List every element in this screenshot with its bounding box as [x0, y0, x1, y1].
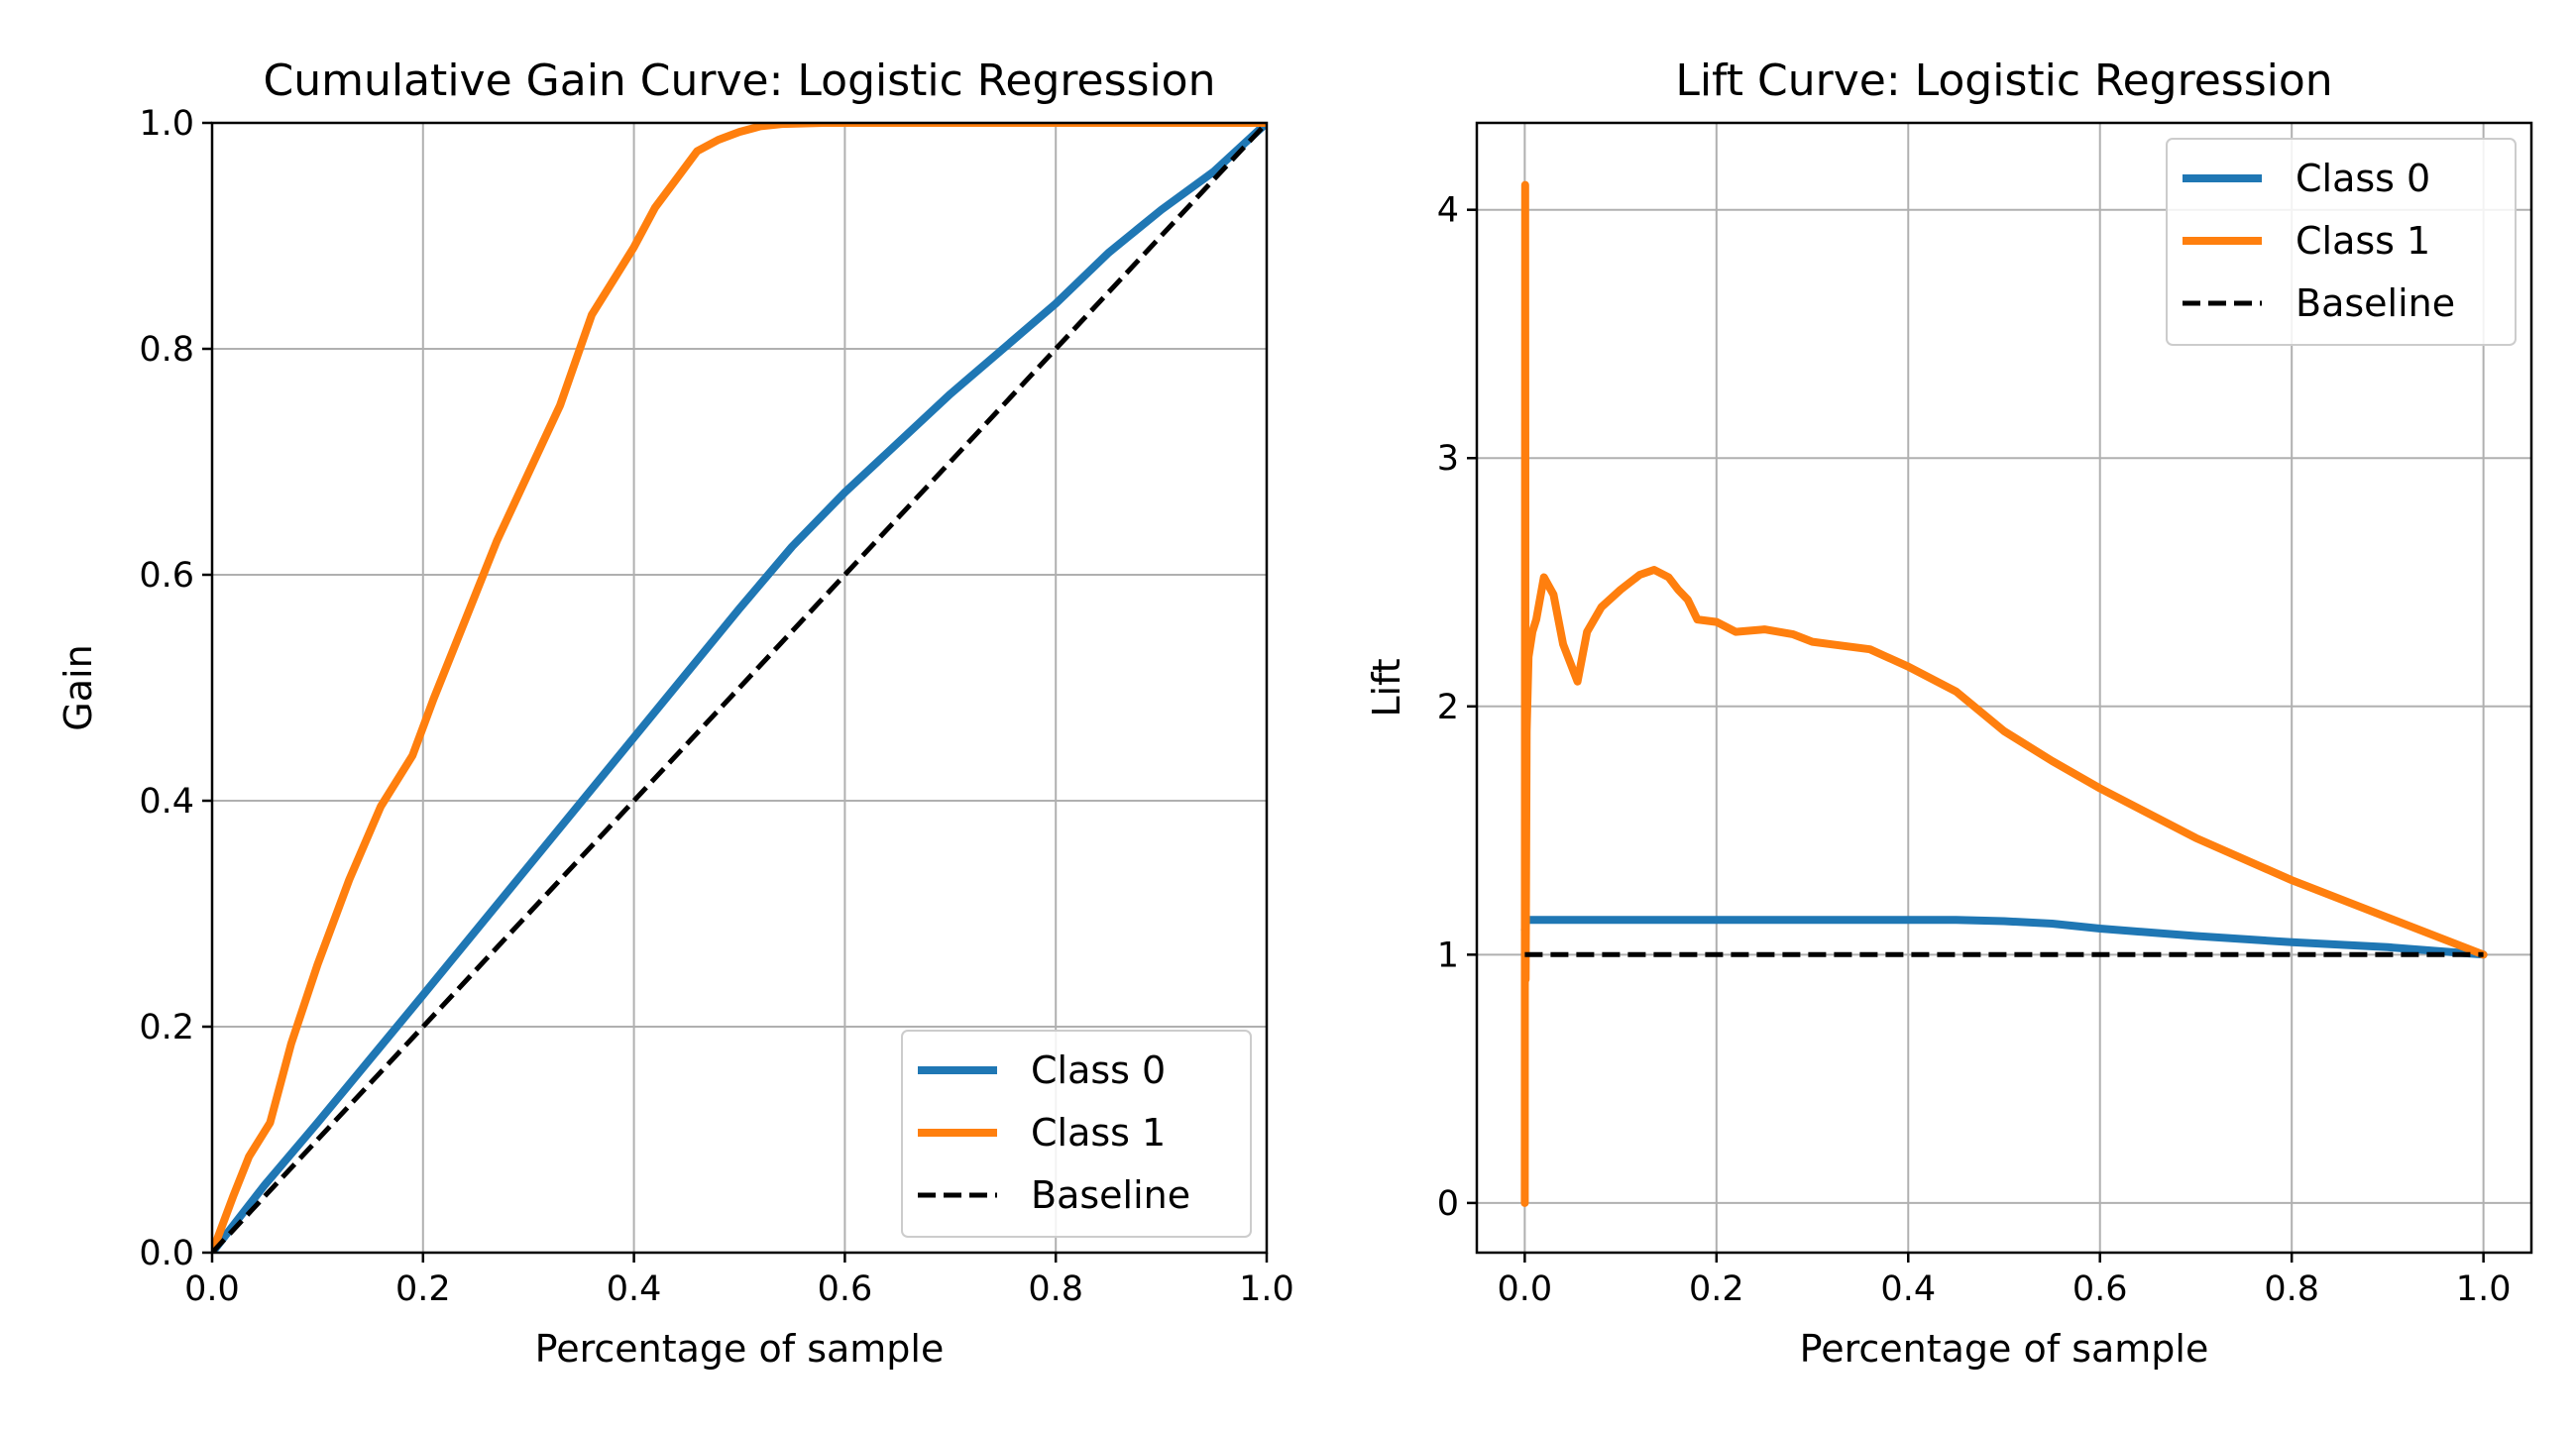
gain-legend: Class 0 Class 1 Baseline: [901, 1030, 1252, 1238]
gain-legend-label: Class 0: [1031, 1048, 1166, 1092]
gain-chart-title: Cumulative Gain Curve: Logistic Regressi…: [264, 55, 1216, 106]
gain-legend-label: Baseline: [1031, 1173, 1190, 1217]
lift-legend-label: Class 1: [2296, 219, 2430, 263]
gain-y-tick-label: 0.8: [139, 330, 194, 370]
lift-x-axis-label: Percentage of sample: [1800, 1327, 2209, 1371]
lift-axes-frame: [1475, 121, 2533, 1255]
gain-y-tick-label: 0.4: [139, 782, 194, 822]
gain-y-tick-label: 0.0: [139, 1234, 194, 1273]
gain-legend-box: [901, 1030, 1252, 1238]
gain-x-tick-label: 0.0: [184, 1269, 240, 1309]
gain-y-tick-label: 0.6: [139, 556, 194, 596]
lift-y-tick-label: 1: [1437, 936, 1459, 975]
gain-x-tick-label: 0.6: [818, 1269, 873, 1309]
lift-chart-panel: 0.0 0.2 0.4 0.6 0.8 1.0 0 1 2 3 4 Lift Curve: Logis…: [1365, 55, 2533, 1371]
lift-series-group: [1520, 180, 2488, 1207]
gain-legend-label: Class 1: [1031, 1111, 1166, 1155]
lift-x-tick-label: 0.2: [1689, 1269, 1744, 1309]
lift-y-tick-label: 2: [1437, 688, 1459, 727]
gain-x-tick-label: 0.2: [395, 1269, 451, 1309]
lift-legend-label: Baseline: [2296, 281, 2455, 325]
gain-axes-frame: [210, 121, 1269, 1255]
gain-chart-panel: 0.0 0.2 0.4 0.6 0.8 1.0 0.0 0.2 0.4 0.6 0.8 1.0 Cumu…: [56, 55, 1294, 1371]
gain-series-group: [212, 123, 1267, 1253]
lift-legend-label: Class 0: [2296, 157, 2430, 200]
gain-y-tick-label: 1.0: [139, 104, 194, 144]
gain-x-tick-label: 0.4: [607, 1269, 662, 1309]
lift-x-tick-label: 1.0: [2456, 1269, 2512, 1309]
lift-x-tick-label: 0.4: [1880, 1269, 1936, 1309]
lift-y-tick-label: 0: [1437, 1184, 1459, 1224]
lift-y-axis-label: Lift: [1365, 658, 1408, 716]
lift-x-tick-label: 0.0: [1498, 1269, 1553, 1309]
lift-legend-box: [2166, 138, 2517, 346]
lift-y-tick-label: 3: [1437, 439, 1459, 479]
lift-legend: Class 0 Class 1 Baseline: [2166, 138, 2517, 346]
gain-x-tick-label: 0.8: [1028, 1269, 1083, 1309]
lift-series-class-0-line: [1520, 916, 2488, 959]
gain-series-class-0-line: [212, 123, 1267, 1253]
lift-x-tick-label: 0.6: [2072, 1269, 2128, 1309]
gain-y-axis-label: Gain: [56, 644, 100, 730]
lift-series-class-1-line: [1520, 180, 2488, 1207]
lift-y-tick-label: 4: [1437, 191, 1459, 231]
gain-x-axis-label: Percentage of sample: [535, 1327, 945, 1371]
gain-series-class-1-line: [212, 123, 1267, 1253]
gain-x-tick-label: 1.0: [1239, 1269, 1294, 1309]
gain-y-tick-label: 0.2: [139, 1008, 194, 1047]
lift-chart-title: Lift Curve: Logistic Regression: [1675, 55, 2332, 106]
lift-x-tick-label: 0.8: [2264, 1269, 2319, 1309]
